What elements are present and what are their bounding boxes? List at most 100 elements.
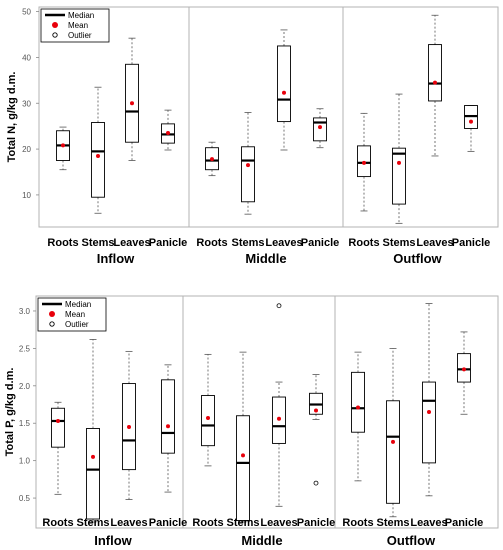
y-tick-label-n: 10	[22, 191, 31, 200]
box-p-inflow-panicle	[161, 364, 175, 493]
y-axis-label-p: Total P, g/kg d.m.	[4, 368, 16, 457]
boxes-p	[51, 303, 471, 523]
category-label-n-middle-stems: Stems	[231, 237, 264, 249]
category-label-n-outflow-leaves: Leaves	[416, 237, 453, 249]
mean-point	[166, 131, 170, 136]
legend-mean-label-n: Mean	[68, 21, 88, 30]
iqr-box	[392, 147, 406, 205]
mean-point	[206, 415, 210, 420]
legend-mean-symbol-n	[52, 22, 58, 28]
box-n-middle-panicle	[313, 108, 327, 149]
y-tick-label-n: 50	[22, 8, 31, 17]
mean-point	[356, 405, 360, 410]
group-labels-p: Inflow Middle Outflow	[94, 533, 436, 548]
y-tick-label-p: 3.0	[19, 307, 31, 316]
y-tick-label-p: 2.0	[19, 382, 31, 391]
y-tick-label-p: 1.5	[19, 419, 31, 428]
box-p-middle-stems	[236, 351, 250, 523]
iqr-box	[386, 400, 400, 504]
iqr-box	[277, 45, 291, 123]
legend-mean-symbol-p	[49, 311, 55, 317]
category-label-p-outflow-stems: Stems	[376, 517, 409, 529]
iqr-box	[428, 44, 442, 102]
mean-point	[318, 125, 322, 130]
mean-point	[282, 90, 286, 95]
mean-point	[277, 416, 281, 421]
iqr-box	[91, 122, 105, 198]
chart-total-p: Total P, g/kg d.m. 0.5 1.0 1.5 2.0 2.5 3.0 Ro…	[4, 295, 499, 548]
box-p-middle-roots	[201, 353, 215, 467]
legend-outlier-label-n: Outlier	[68, 31, 92, 40]
category-label-n-inflow-leaves: Leaves	[113, 237, 150, 249]
group-label-n-inflow: Inflow	[97, 251, 135, 266]
mean-point	[241, 453, 245, 458]
group-label-n-middle: Middle	[245, 251, 286, 266]
box-n-inflow-leaves	[125, 37, 139, 161]
legend-p: Median Mean Outlier	[37, 297, 107, 332]
mean-point	[61, 143, 65, 148]
category-label-p-middle-leaves: Leaves	[260, 517, 297, 529]
legend-mean-label-p: Mean	[65, 310, 85, 319]
legend-outlier-symbol-p	[49, 321, 55, 327]
box-n-inflow-stems	[91, 86, 105, 214]
box-p-outflow-panicle	[457, 331, 471, 415]
box-p-inflow-stems	[86, 339, 100, 523]
category-label-p-inflow-leaves: Leaves	[110, 517, 147, 529]
legend-median-label-p: Median	[65, 300, 91, 309]
category-label-p-middle-roots: Roots	[192, 517, 223, 529]
mean-point	[433, 80, 437, 85]
box-n-inflow-roots	[56, 126, 70, 171]
iqr-box	[422, 381, 436, 464]
group-dividers-n	[188, 7, 344, 227]
mean-point	[469, 119, 473, 124]
legend-outlier-symbol-n	[52, 32, 58, 38]
y-tick-label-p: 0.5	[19, 494, 31, 503]
box-n-middle-stems	[241, 112, 255, 215]
box-p-middle-panicle	[309, 374, 323, 486]
mean-point	[427, 410, 431, 414]
box-n-inflow-panicle	[161, 109, 175, 151]
y-ticks-n: 10 20 30 40 50	[22, 8, 39, 200]
box-n-outflow-stems	[392, 93, 406, 224]
category-label-p-middle-panicle: Panicle	[297, 517, 336, 529]
boxes-n	[56, 14, 478, 224]
group-dividers-p	[182, 296, 336, 528]
group-label-p-inflow: Inflow	[94, 533, 132, 548]
category-label-n-middle-roots: Roots	[196, 237, 227, 249]
iqr-box	[313, 117, 327, 142]
category-label-p-middle-stems: Stems	[226, 517, 259, 529]
box-n-outflow-roots	[357, 112, 371, 212]
y-tick-label-n: 20	[22, 145, 31, 154]
box-n-outflow-leaves	[428, 14, 442, 157]
box-p-outflow-leaves	[422, 303, 436, 497]
mean-point	[391, 439, 395, 444]
y-tick-label-n: 30	[22, 99, 31, 108]
category-label-n-inflow-panicle: Panicle	[149, 237, 188, 249]
box-p-middle-leaves	[272, 303, 286, 507]
y-tick-label-p: 2.5	[19, 344, 31, 353]
category-label-n-outflow-panicle: Panicle	[452, 237, 491, 249]
y-axis-label-n: Total N, g/kg d.m.	[6, 72, 18, 163]
mean-point	[362, 160, 366, 165]
box-n-outflow-panicle	[464, 105, 478, 152]
legend-median-label-n: Median	[68, 11, 94, 20]
category-label-p-inflow-panicle: Panicle	[149, 517, 188, 529]
box-p-outflow-stems	[386, 347, 400, 518]
category-label-p-inflow-roots: Roots	[42, 517, 73, 529]
mean-point	[246, 163, 250, 168]
y-tick-label-p: 1.0	[19, 457, 31, 466]
outlier-point	[276, 303, 282, 309]
mean-point	[91, 454, 95, 459]
iqr-box	[351, 371, 365, 433]
category-label-n-inflow-roots: Roots	[47, 237, 78, 249]
box-n-middle-roots	[205, 141, 219, 177]
category-label-n-middle-panicle: Panicle	[301, 237, 340, 249]
category-label-n-middle-leaves: Leaves	[265, 237, 302, 249]
plot-area-n	[38, 6, 499, 228]
mean-point	[314, 408, 318, 413]
category-label-p-inflow-stems: Stems	[76, 517, 109, 529]
category-labels-p: Roots Stems Leaves Panicle Roots Stems Leaves P…	[42, 517, 483, 529]
category-label-p-outflow-leaves: Leaves	[410, 517, 447, 529]
category-label-n-outflow-stems: Stems	[382, 237, 415, 249]
